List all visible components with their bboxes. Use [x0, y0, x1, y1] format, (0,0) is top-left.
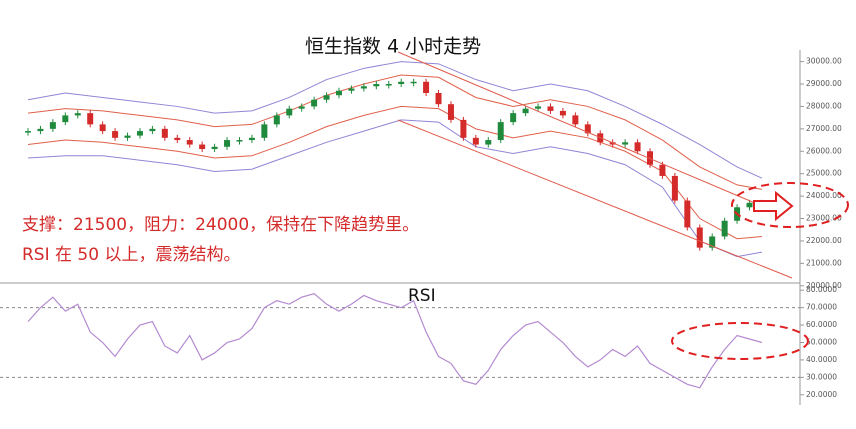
- candle: [348, 88, 355, 91]
- candle: [224, 140, 231, 147]
- candle: [323, 95, 330, 100]
- y-tick-label: 22000.00: [806, 236, 842, 245]
- y-tick-label: 70.0000: [806, 303, 837, 312]
- y-tick-label: 23000.00: [806, 214, 842, 223]
- candle: [124, 135, 131, 138]
- candle: [273, 115, 280, 125]
- y-tick-label: 40.0000: [806, 355, 837, 364]
- highlight-ellipse: [731, 182, 849, 228]
- candle: [535, 106, 542, 109]
- candle: [336, 90, 342, 96]
- candle: [497, 122, 504, 141]
- y-tick-label: 20.0000: [806, 390, 837, 399]
- candle: [634, 142, 641, 152]
- arrow: [753, 190, 794, 222]
- rsi-line: [27, 293, 763, 389]
- candle: [447, 104, 454, 120]
- y-tick-label: 20000.00: [806, 281, 842, 290]
- annotation: 支撑：21500，阻力：24000，保持在下降趋势里。: [22, 215, 419, 235]
- y-tick-label: 25000.00: [806, 169, 842, 178]
- y-tick-label: 21000.00: [806, 258, 842, 267]
- trend-line: [397, 119, 793, 279]
- candle: [161, 128, 168, 138]
- candle: [286, 108, 293, 116]
- candle: [112, 131, 119, 138]
- highlight-ellipse: [671, 322, 809, 360]
- y-tick-label: 30.0000: [806, 372, 837, 381]
- candle: [609, 142, 616, 145]
- candle: [659, 164, 666, 176]
- y-tick-label: 28000.00: [806, 101, 842, 110]
- candle: [62, 115, 69, 123]
- candle: [99, 124, 106, 132]
- candle: [460, 119, 467, 138]
- candle: [37, 128, 44, 132]
- candle: [572, 115, 579, 125]
- candle: [87, 113, 94, 125]
- candle: [298, 106, 305, 109]
- candle: [236, 140, 243, 142]
- candle: [211, 146, 218, 150]
- candle: [435, 92, 442, 105]
- candle: [547, 106, 554, 111]
- candle: [709, 236, 716, 248]
- candle: [485, 140, 492, 145]
- annotation: RSI 在 50 以上，震荡结构。: [22, 245, 240, 265]
- candle: [622, 142, 629, 145]
- candle: [149, 128, 156, 132]
- candle: [25, 131, 31, 133]
- chart-title: 恒生指数 4 小时走势: [305, 36, 481, 58]
- candle: [510, 113, 517, 123]
- band-line: [27, 61, 763, 179]
- candle: [248, 137, 255, 141]
- candle: [174, 137, 181, 141]
- candle: [136, 131, 143, 136]
- candle: [559, 110, 566, 116]
- candle: [647, 151, 653, 165]
- candle: [472, 137, 479, 145]
- trend-line: [397, 51, 763, 207]
- candle: [311, 99, 318, 107]
- candle: [410, 81, 417, 84]
- y-tick-label: 29000.00: [806, 79, 842, 88]
- candle: [199, 144, 206, 150]
- y-tick-label: 60.0000: [806, 320, 837, 329]
- y-tick-label: 27000.00: [806, 124, 842, 133]
- panel-title: RSI: [408, 286, 436, 306]
- candle: [721, 220, 728, 237]
- candle: [49, 122, 56, 129]
- candle: [360, 86, 367, 89]
- y-tick-label: 26000.00: [806, 146, 842, 155]
- candle: [261, 124, 268, 138]
- y-tick-label: 50.0000: [806, 338, 837, 347]
- candle: [385, 84, 392, 86]
- candle: [746, 202, 753, 208]
- candle: [522, 108, 529, 114]
- candle: [584, 124, 591, 134]
- candle: [186, 140, 193, 145]
- band-line: [27, 74, 763, 190]
- candle: [373, 84, 380, 87]
- candle: [684, 200, 691, 228]
- y-tick-label: 80.0000: [806, 285, 837, 294]
- candle: [74, 113, 81, 116]
- y-tick-label: 30000.00: [806, 57, 842, 66]
- candle: [423, 81, 430, 93]
- candle: [671, 175, 678, 201]
- candle: [398, 81, 405, 85]
- band-line: [27, 119, 763, 258]
- candle: [696, 227, 703, 248]
- y-tick-label: 24000.00: [806, 191, 842, 200]
